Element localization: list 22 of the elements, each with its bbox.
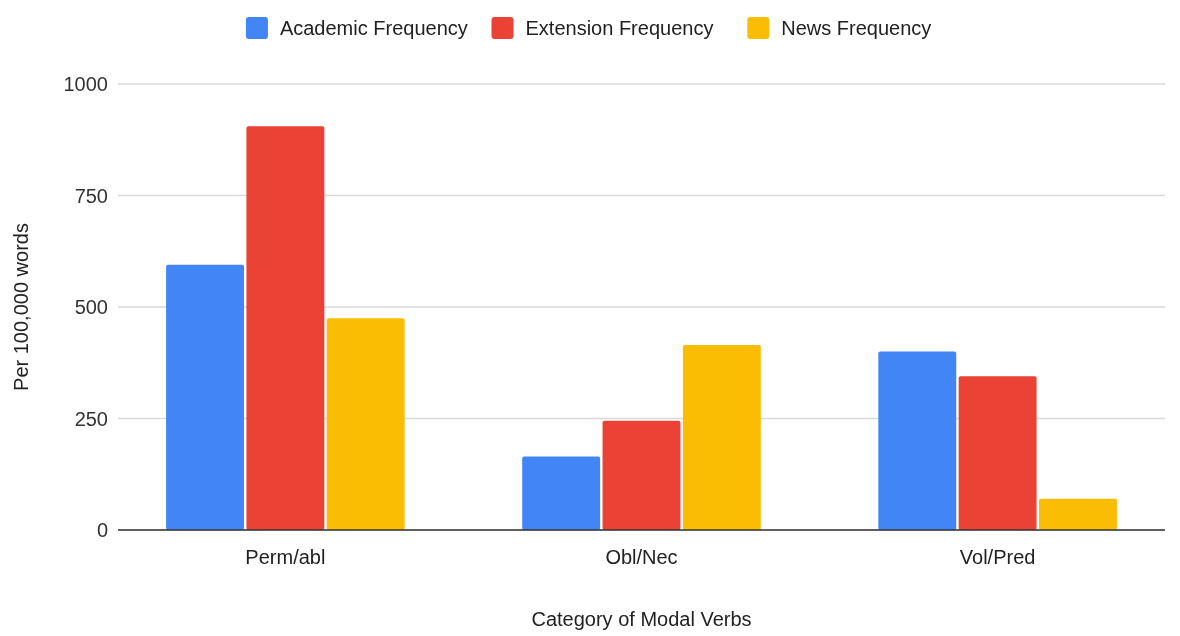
bar (326, 318, 405, 530)
x-tick-label: Vol/Pred (959, 546, 1036, 568)
bar (682, 344, 761, 530)
y-tick-label: 1000 (63, 73, 108, 95)
bar (246, 126, 325, 530)
legend-label: News Frequency (781, 17, 932, 39)
legend-label: Academic Frequency (279, 17, 468, 39)
bar (878, 351, 957, 530)
bar (958, 376, 1037, 530)
x-tick-label: Obl/Nec (605, 546, 678, 568)
y-tick-label: 750 (74, 184, 108, 207)
y-tick-label: 500 (74, 296, 108, 318)
bar (522, 456, 601, 530)
y-tick-label: 0 (96, 519, 108, 541)
x-axis-title: Category of Modal Verbs (531, 608, 752, 630)
y-axis-title: Per 100,000 words (10, 223, 32, 391)
x-tick-label: Perm/abl (245, 546, 326, 568)
legend-label: Extension Frequency (525, 17, 714, 39)
bar (1039, 498, 1117, 530)
bar (166, 264, 244, 530)
bar (602, 420, 681, 530)
y-tick-label: 250 (74, 407, 108, 430)
